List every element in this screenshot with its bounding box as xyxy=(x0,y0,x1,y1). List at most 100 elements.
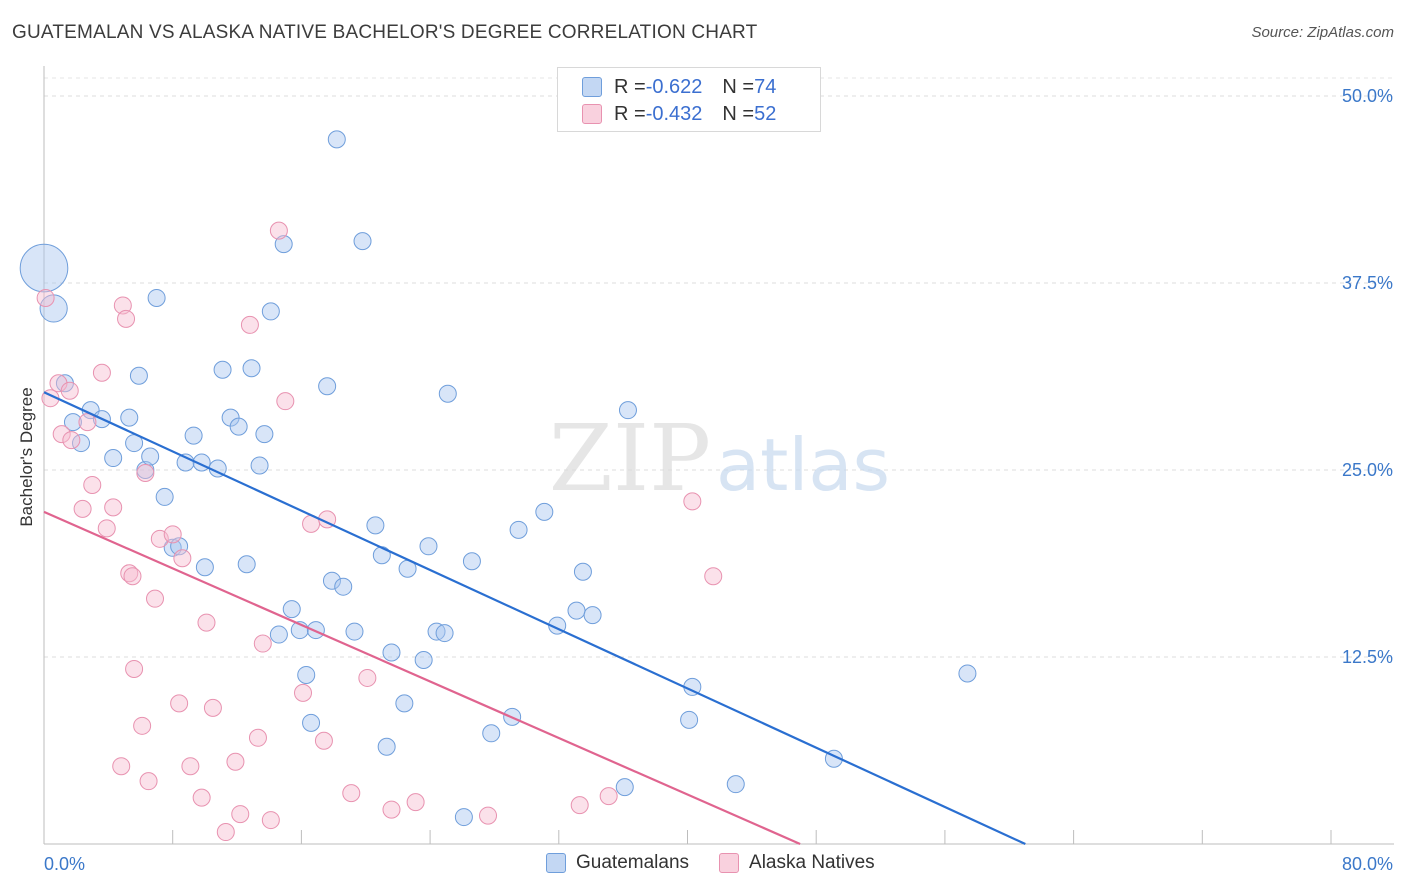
legend-n-label: N = xyxy=(722,75,755,98)
trend-line-guatemalans xyxy=(43,391,1026,845)
data-point xyxy=(269,625,288,644)
data-point xyxy=(117,309,136,328)
legend-swatch-guatemalans xyxy=(582,77,602,97)
data-point xyxy=(314,731,333,750)
data-point xyxy=(306,621,325,640)
data-point xyxy=(112,757,131,776)
legend-label-guatemalans: Guatemalans xyxy=(576,852,690,873)
data-point xyxy=(62,431,81,450)
data-point xyxy=(297,665,316,684)
data-point xyxy=(129,366,148,385)
legend-row-alaska-natives: R = -0.432 N = 52 xyxy=(582,101,776,127)
data-point xyxy=(73,499,92,518)
legend-row-guatemalans: R = -0.622 N = 74 xyxy=(582,74,776,100)
legend-item-guatemalans[interactable]: Guatemalans xyxy=(546,852,689,874)
y-tick-label: 37.5% xyxy=(1342,273,1393,293)
series-legend: Guatemalans Alaska Natives xyxy=(546,852,905,874)
data-point xyxy=(462,552,481,571)
data-point xyxy=(253,634,272,653)
data-point xyxy=(192,788,211,807)
data-point xyxy=(155,487,174,506)
data-point xyxy=(240,315,259,334)
data-point xyxy=(454,808,473,827)
data-point xyxy=(618,401,637,420)
data-point xyxy=(203,698,222,717)
data-point xyxy=(120,408,139,427)
legend-r-label: R = xyxy=(614,75,646,98)
legend-n-value: 52 xyxy=(754,102,777,125)
data-point xyxy=(97,519,116,538)
data-point xyxy=(294,683,313,702)
data-point xyxy=(173,549,192,568)
watermark-atlas: atlas xyxy=(716,423,890,507)
data-point xyxy=(181,757,200,776)
data-point xyxy=(704,567,723,586)
data-point xyxy=(213,360,232,379)
data-point xyxy=(195,558,214,577)
legend-n-label: N = xyxy=(722,102,755,125)
axes xyxy=(43,66,1394,845)
data-point xyxy=(479,806,498,825)
x-tick-label: 80.0% xyxy=(1342,854,1393,874)
data-point xyxy=(318,377,337,396)
data-point xyxy=(123,567,142,586)
data-point xyxy=(72,434,91,453)
data-point xyxy=(382,800,401,819)
data-point xyxy=(958,664,977,683)
legend-r-value: -0.432 xyxy=(645,102,703,125)
chart-title: GUATEMALAN VS ALASKA NATIVE BACHELOR'S D… xyxy=(12,22,758,43)
data-point xyxy=(615,778,634,797)
data-point xyxy=(197,613,216,632)
watermark-zip: ZIP xyxy=(549,405,711,512)
data-point xyxy=(104,449,123,468)
data-point xyxy=(36,288,55,307)
legend-swatch-guatemalans xyxy=(546,853,566,873)
data-point xyxy=(599,787,618,806)
legend-r-label: R = xyxy=(614,102,646,125)
data-point xyxy=(136,463,155,482)
data-point xyxy=(92,363,111,382)
data-point xyxy=(133,716,152,735)
data-point xyxy=(120,564,139,583)
legend-label-alaska-natives: Alaska Natives xyxy=(749,852,875,873)
data-point xyxy=(261,811,280,830)
data-point xyxy=(573,562,592,581)
data-point xyxy=(345,622,364,641)
data-point xyxy=(19,243,69,293)
data-point xyxy=(269,221,288,240)
data-point xyxy=(342,784,361,803)
data-point xyxy=(680,710,699,729)
data-point xyxy=(83,475,102,494)
stats-legend: R = -0.622 N = 74 R = -0.432 N = 52 xyxy=(557,67,821,132)
data-point xyxy=(52,425,71,444)
legend-r-value: -0.622 xyxy=(645,75,703,98)
trend-line-alaska-natives xyxy=(43,510,801,846)
data-point xyxy=(414,650,433,669)
y-tick-label: 12.5% xyxy=(1342,647,1393,667)
data-point xyxy=(139,772,158,791)
data-point xyxy=(276,392,295,411)
data-point xyxy=(63,413,82,432)
legend-item-alaska-natives[interactable]: Alaska Natives xyxy=(719,852,875,874)
data-point xyxy=(261,302,280,321)
data-point xyxy=(141,447,160,466)
y-tick-label: 50.0% xyxy=(1342,86,1393,106)
data-point xyxy=(583,606,602,625)
data-point xyxy=(570,796,589,815)
data-point xyxy=(255,425,274,444)
data-point xyxy=(242,359,261,378)
data-point xyxy=(377,737,396,756)
data-point xyxy=(322,571,341,590)
data-point xyxy=(147,288,166,307)
data-point xyxy=(482,724,501,743)
y-axis-label: Bachelor's Degree xyxy=(17,387,36,526)
data-point xyxy=(366,516,385,535)
data-point xyxy=(353,232,372,251)
tick-labels: 12.5% 25.0% 37.5% 50.0% 0.0% 80.0% xyxy=(44,86,1393,874)
y-tick-label: 25.0% xyxy=(1342,460,1393,480)
data-point xyxy=(726,775,745,794)
data-point xyxy=(60,381,79,400)
data-point xyxy=(49,374,68,393)
data-point xyxy=(334,577,353,596)
data-point xyxy=(113,296,132,315)
